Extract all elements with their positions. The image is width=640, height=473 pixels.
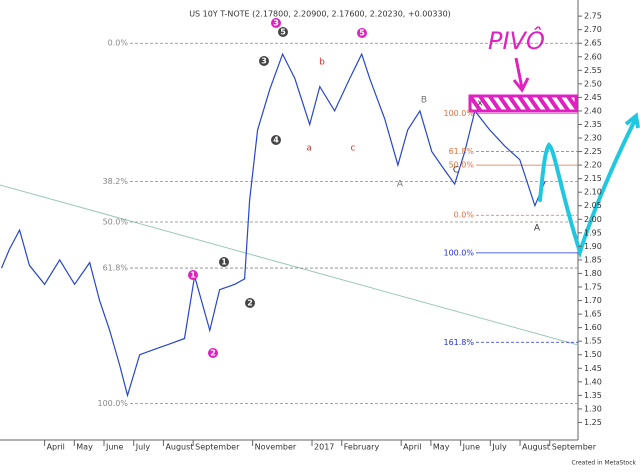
fib-label: 100.0% — [443, 248, 474, 257]
y-tick-label: 1.45 — [584, 364, 602, 373]
x-tick-label: November — [255, 443, 297, 452]
wave-label: A — [534, 224, 541, 234]
trend-line — [0, 184, 579, 346]
y-tick-label: 1.95 — [584, 228, 602, 237]
y-tick-label: 2.50 — [584, 79, 602, 88]
wave-circle — [219, 257, 229, 267]
x-tick-label: July — [135, 443, 151, 452]
chart-title: US 10Y T-NOTE (2.17800, 2.20900, 2.17600… — [189, 10, 451, 19]
pivot-zone — [468, 94, 578, 113]
wave-label: A — [397, 180, 404, 190]
y-tick-label: 2.35 — [584, 120, 602, 129]
wave-circle — [357, 28, 367, 38]
y-tick-label: 2.10 — [584, 188, 602, 197]
y-tick-label: 2.70 — [584, 25, 602, 34]
y-tick-label: 2.25 — [584, 147, 602, 156]
x-tick-label: August — [522, 443, 550, 452]
y-tick-label: 2.00 — [584, 215, 602, 224]
wave-label: C — [453, 166, 459, 176]
y-tick-label: 1.70 — [584, 296, 602, 305]
y-tick-label: 2.65 — [584, 39, 602, 48]
wave-circle — [259, 56, 269, 66]
fib-label: 61.8% — [103, 264, 129, 273]
marks — [0, 42, 578, 404]
projection-path — [538, 116, 638, 259]
wave-circle — [271, 135, 281, 145]
y-tick-label: 1.50 — [584, 350, 602, 359]
x-tick-label: April — [403, 443, 421, 452]
y-tick-label: 1.55 — [584, 337, 602, 346]
y-tick-label: 1.40 — [584, 377, 602, 386]
fib-label: 0.0% — [108, 39, 129, 48]
arrow — [512, 57, 530, 93]
y-tick-label: 1.75 — [584, 283, 602, 292]
wave-label: 2 — [247, 299, 253, 308]
wave-label: c — [351, 144, 356, 154]
x-tick-label: September — [552, 443, 597, 452]
y-tick-label: 1.35 — [584, 391, 602, 400]
x-tick-label: September — [195, 443, 240, 452]
wave-label: 3 — [273, 19, 279, 28]
wave-label: b — [319, 58, 325, 68]
y-tick-label: 1.65 — [584, 310, 602, 319]
footer: Created in MetaStock — [571, 460, 636, 467]
y-tick-label: 1.25 — [584, 418, 602, 427]
y-tick-label: 2.05 — [584, 201, 602, 210]
handwritten-note: PIVÔ — [488, 25, 545, 55]
y-tick-label: 1.80 — [584, 269, 602, 278]
annotation-drawing: PIVÔ — [468, 25, 640, 259]
y-tick-label: 1.30 — [584, 404, 602, 413]
y-tick-label: 2.30 — [584, 134, 602, 143]
x-tick-label: June — [105, 443, 124, 452]
fib-label: 0.0% — [454, 211, 475, 220]
x-tick-label: June — [462, 443, 481, 452]
y-tick-label: 2.60 — [584, 52, 602, 61]
y-tick-label: 1.90 — [584, 242, 602, 251]
y-tick-label: 2.20 — [584, 161, 602, 170]
fib-label: 50.0% — [103, 218, 129, 227]
y-tick-label: 2.15 — [584, 174, 602, 183]
fib-label: 61.8% — [449, 147, 475, 156]
wave-circle — [278, 27, 288, 37]
y-tick-label: 2.40 — [584, 106, 602, 115]
wave-circle — [208, 348, 218, 358]
x-tick-label: July — [491, 443, 507, 452]
fib-label: 38.2% — [103, 177, 129, 186]
fib-label: 50.0% — [449, 161, 475, 170]
fib-label: 161.8% — [443, 338, 474, 347]
x-tick-label: May — [433, 443, 450, 452]
y-tick-label: 2.55 — [584, 66, 602, 75]
wave-label: 5 — [359, 29, 365, 38]
wave-circle — [245, 298, 255, 308]
x-tick-label: 2017 — [314, 443, 334, 452]
x-tick-label: August — [165, 443, 193, 452]
x-tick-label: February — [344, 443, 380, 452]
y-tick-label: 2.45 — [584, 93, 602, 102]
arrow — [624, 112, 640, 129]
y-tick-label: 2.75 — [584, 12, 602, 21]
y-tick-label: 1.85 — [584, 255, 602, 264]
y-tick-label: 1.60 — [584, 323, 602, 332]
wave-label: 1 — [190, 271, 196, 280]
wave-label: a — [306, 144, 312, 154]
wave-label: 1 — [221, 258, 227, 267]
x-tick-label: May — [76, 443, 93, 452]
wave-label: 5 — [280, 28, 286, 37]
fib-label: 100.0% — [443, 109, 474, 118]
price-line — [0, 52, 546, 398]
wave-circle — [271, 18, 281, 28]
wave-label: 3 — [261, 57, 267, 66]
wave-label: 4 — [273, 136, 279, 145]
wave-circle — [188, 270, 198, 280]
x-tick-label: April — [47, 443, 65, 452]
fib-label: 100.0% — [97, 399, 128, 408]
wave-label: B — [421, 96, 427, 106]
wave-label: 2 — [210, 349, 216, 358]
